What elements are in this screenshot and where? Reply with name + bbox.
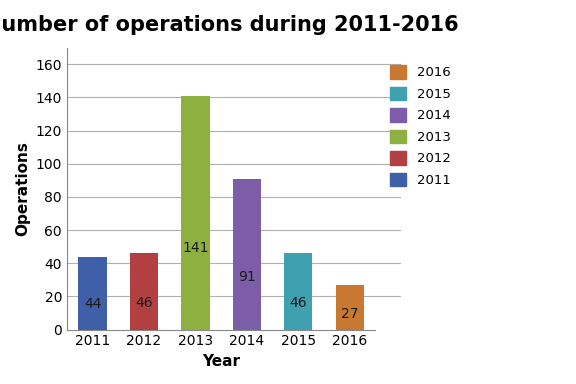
Legend: 2016, 2015, 2014, 2013, 2012, 2011: 2016, 2015, 2014, 2013, 2012, 2011 (385, 60, 456, 192)
X-axis label: Year: Year (202, 354, 240, 369)
Bar (130, 253, 158, 329)
Text: 46: 46 (135, 296, 153, 310)
Text: 141: 141 (182, 241, 209, 255)
Bar (78, 257, 107, 329)
Y-axis label: Operations: Operations (15, 141, 30, 236)
Bar (284, 253, 312, 329)
Bar (181, 96, 210, 329)
Title: Number of operations during 2011-2016: Number of operations during 2011-2016 (0, 15, 458, 35)
Text: 44: 44 (84, 297, 101, 311)
Text: 91: 91 (238, 270, 256, 284)
Text: 46: 46 (290, 296, 307, 310)
Bar (233, 179, 261, 329)
Text: 27: 27 (341, 307, 358, 321)
Bar (336, 285, 364, 329)
